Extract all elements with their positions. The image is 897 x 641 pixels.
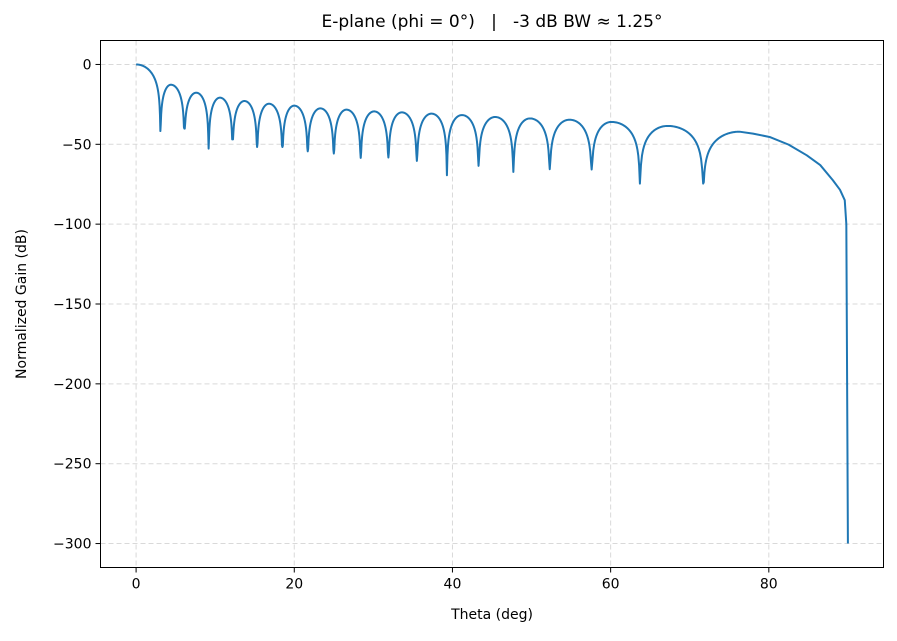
x-tick-label: 60: [602, 577, 620, 593]
y-tick-label: −300: [53, 537, 91, 553]
y-tick-label: −250: [53, 457, 91, 473]
x-axis: 0 20 40 60 80: [132, 567, 778, 593]
y-tick-label: 0: [83, 57, 92, 73]
x-tick-label: 40: [444, 577, 462, 593]
grid: [100, 40, 884, 568]
x-axis-label: Theta (deg): [450, 607, 533, 623]
chart-title: E-plane (phi = 0°) | -3 dB BW ≈ 1.25°: [322, 12, 663, 32]
gain-line: [135, 63, 849, 544]
y-tick-label: −100: [53, 217, 91, 233]
x-tick-label: 0: [132, 577, 141, 593]
y-tick-label: −200: [53, 377, 91, 393]
y-axis: 0 −50 −100 −150 −200 −250 −300: [53, 57, 101, 553]
y-tick-label: −50: [62, 137, 92, 153]
plot-series: [135, 63, 849, 544]
y-tick-label: −150: [53, 297, 91, 313]
x-tick-label: 20: [285, 577, 303, 593]
y-axis-label: Normalized Gain (dB): [14, 229, 30, 379]
x-tick-label: 80: [760, 577, 778, 593]
